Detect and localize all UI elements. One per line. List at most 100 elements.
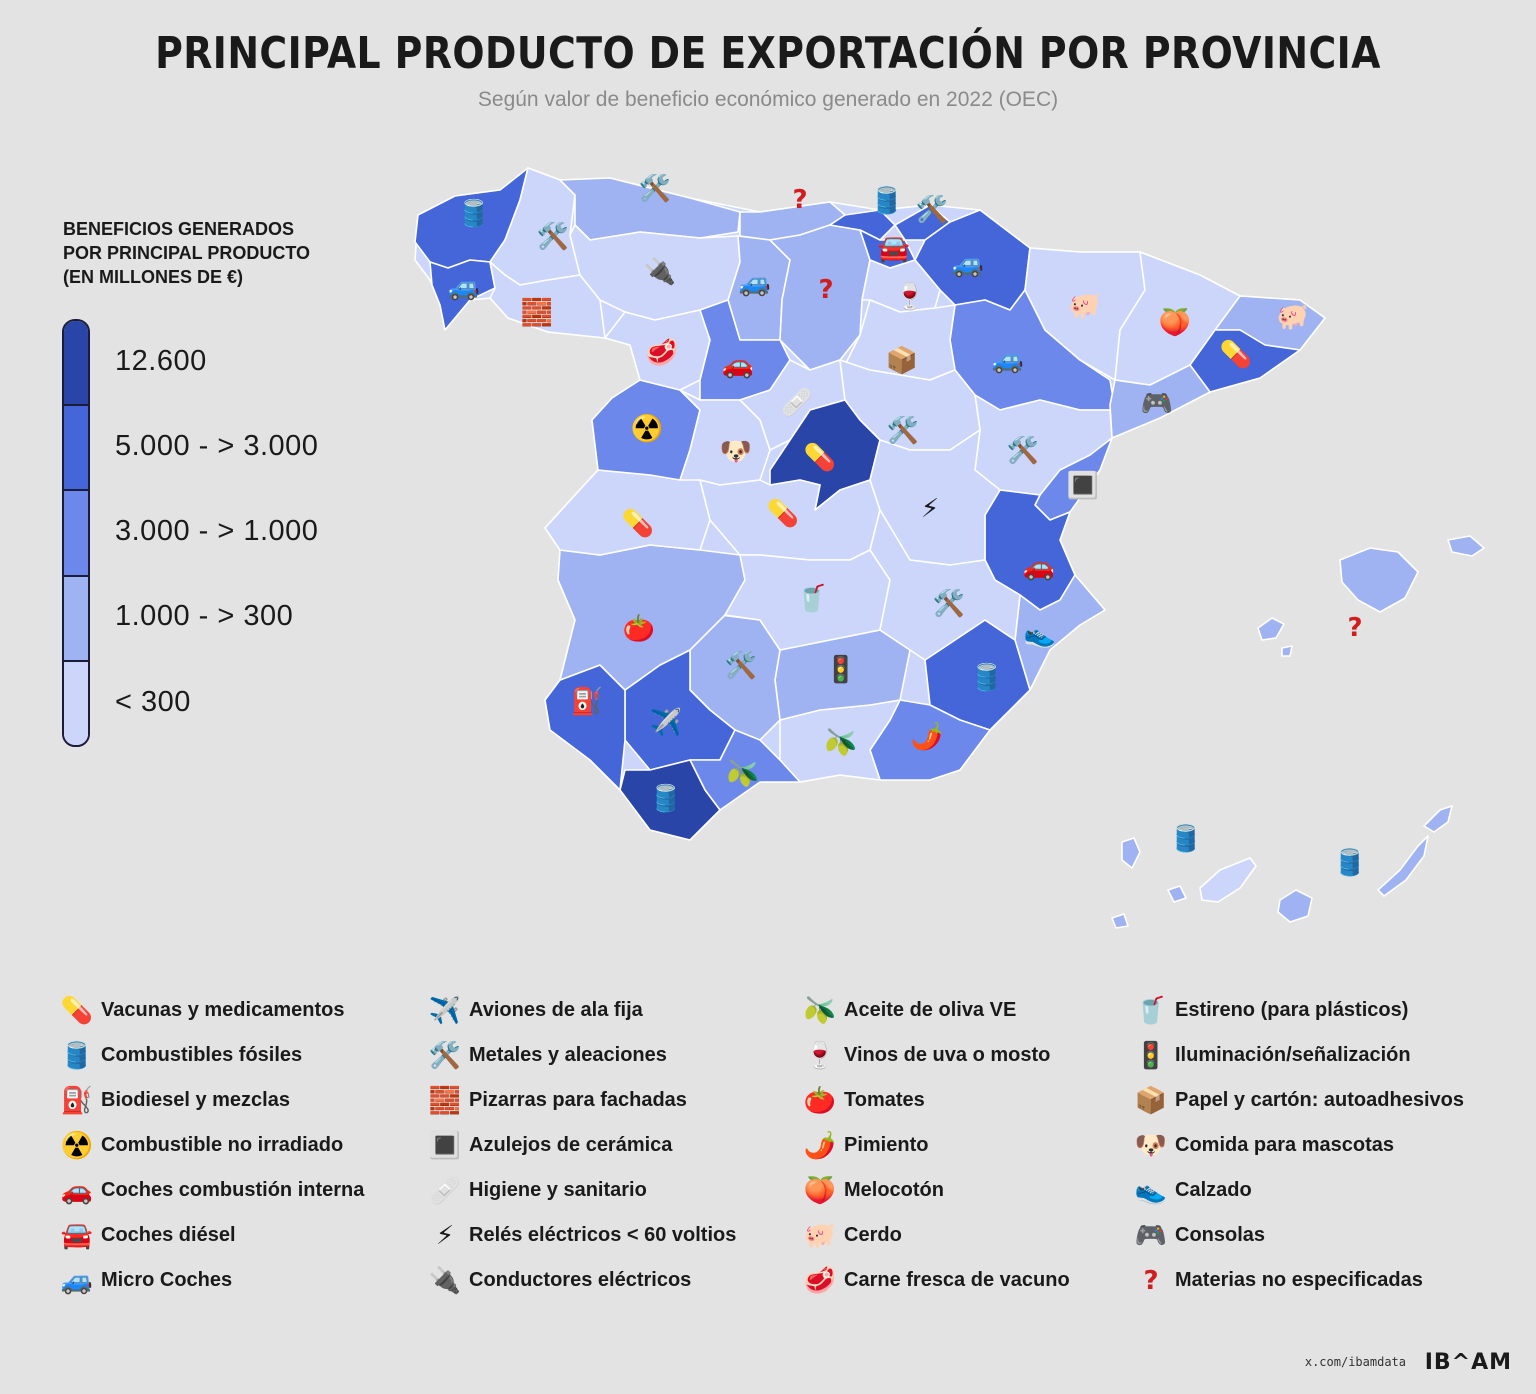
legend-item: 🚘 Coches diésel [55,1213,364,1258]
airplane-icon: ✈️ [428,995,462,1025]
bricks-icon: 🧱 [428,1085,462,1115]
province-region [1109,364,1211,439]
scale-title-line: BENEFICIOS GENERADOS [63,219,295,239]
legend-item: 🔳 Azulejos de cerámica [423,1123,736,1168]
legend-label: Vacunas y medicamentos [101,999,345,1021]
legend-label: Papel y cartón: autoadhesivos [1175,1089,1464,1111]
legend-label: Azulejos de cerámica [469,1134,673,1156]
scale-label: 5.000 - > 3.000 [115,430,319,462]
page-subtitle: Según valor de beneficio económico gener… [477,88,1059,111]
source-credit: x.com/ibamdata [1304,1355,1406,1369]
brand-logo: IB^AM [1424,1350,1512,1375]
legend-item: 🩹 Higiene y sanitario [423,1168,736,1213]
legend-label: Metales y aleaciones [469,1044,667,1066]
radioactive-icon: ☢️ [60,1130,94,1160]
shoe-icon: 👟 [1134,1175,1168,1205]
scale-label: 12.600 [115,345,207,377]
legend-label: Coches combustión interna [101,1179,365,1201]
scale-segment [64,406,88,492]
legend-column: ✈️ Aviones de ala fija 🛠️ Metales y aleaci… [423,988,737,1303]
legend-label: Conductores eléctricos [469,1269,692,1291]
cup-icon: 🥤 [1134,995,1168,1025]
blue-car-icon: 🚙 [60,1265,94,1295]
legend-label: Higiene y sanitario [469,1179,647,1201]
scale-label: 1.000 - > 300 [115,600,294,632]
traffic-light-icon: 🚦 [1134,1040,1168,1070]
legend-item: 🍷 Vinos de uva o mosto [798,1033,1070,1078]
airplane-icon: ✈️ [649,707,683,737]
red-car-icon: 🚗 [1022,551,1056,581]
balearic-mallorca [1339,547,1419,613]
legend-label: Combustibles fósiles [101,1044,303,1066]
province-region [869,509,1021,661]
oil-drum-icon: 🛢️ [1333,847,1367,877]
scale-title-line: (EN MILLONES DE €) [63,267,244,287]
scale-segment [64,321,88,407]
legend-label: Carne fresca de vacuno [844,1269,1070,1291]
box-icon: 📦 [885,345,919,375]
scale-title-line: POR PRINCIPAL PRODUCTO [63,243,311,263]
blue-car-icon: 🚙 [951,248,985,278]
oil-drum-icon: 🛢️ [870,185,904,215]
meat-icon: 🥩 [803,1265,837,1295]
legend-item: 🛠️ Metales y aleaciones [423,1033,736,1078]
chili-icon: 🌶️ [910,721,944,751]
tools-icon: 🛠️ [724,650,758,680]
legend-item: 🧱 Pizarras para fachadas [423,1078,736,1123]
tomato-icon: 🍅 [622,613,656,643]
legend-label: Coches diésel [101,1224,236,1246]
legend-item: 📦 Papel y cartón: autoadhesivos [1129,1078,1464,1123]
tools-icon: 🛠️ [932,588,966,618]
bricks-icon: 🧱 [520,297,554,327]
cup-icon: 🥤 [795,583,829,613]
legend-item: 🥩 Carne fresca de vacuno [798,1258,1070,1303]
tools-icon: 🛠️ [638,173,672,203]
question-icon: ? [818,275,834,305]
scale-label: 3.000 - > 1.000 [115,515,319,547]
legend-item: ? Materias no especificadas [1129,1258,1464,1303]
province-region [544,664,626,791]
province-region [429,259,496,331]
legend-label: Aviones de ala fija [469,999,643,1021]
legend-label: Iluminación/señalización [1175,1044,1411,1066]
legend-column: 🥤 Estireno (para plásticos) 🚦 Iluminación/… [1129,988,1464,1303]
oil-drum-icon: 🛢️ [60,1040,94,1070]
fuel-pump-icon: ⛽ [570,686,604,716]
balearic-ibiza [1257,617,1285,641]
legend-item: 🍑 Melocotón [798,1168,1070,1213]
pill-icon: 💊 [621,508,655,538]
legend-item: 🐶 Comida para mascotas [1129,1123,1464,1168]
olive-icon: 🫒 [824,727,858,757]
tools-icon: 🛠️ [1006,435,1040,465]
oil-drum-icon: 🛢️ [1169,823,1203,853]
legend-item: 🚗 Coches combustión interna [55,1168,365,1213]
blue-car-icon: 🚙 [738,267,772,297]
chili-icon: 🌶️ [803,1130,837,1160]
oil-drum-icon: 🛢️ [649,783,683,813]
legend-label: Melocotón [844,1179,944,1201]
bandage-icon: 🩹 [780,387,814,417]
legend-item: 🛢️ Combustibles fósiles [55,1033,364,1078]
pig-icon: 🐖 [1276,301,1310,331]
plug-icon: 🔌 [428,1265,462,1295]
canary-island [1111,913,1129,929]
balearic-menorca [1447,535,1485,557]
legend-item: ☢️ Combustible no irradiado [55,1123,364,1168]
legend-item: 🎮 Consolas [1129,1213,1464,1258]
peach-icon: 🍑 [803,1175,837,1205]
canary-island [1199,857,1257,903]
legend-label: Consolas [1175,1224,1266,1246]
pill-icon: 💊 [60,995,94,1025]
car-front-icon: 🚘 [877,233,911,263]
legend-item: 💊 Vacunas y medicamentos [55,988,364,1033]
question-icon: ? [1143,1265,1159,1296]
blue-car-icon: 🚙 [447,271,481,301]
legend-label: Tomates [844,1089,925,1111]
pill-icon: 💊 [803,442,837,472]
legend-label: Pizarras para fachadas [469,1089,687,1111]
plug-icon: 🔌 [643,256,677,286]
legend-label: Pimiento [844,1134,929,1156]
red-car-icon: 🚗 [60,1175,94,1205]
legend-label: Micro Coches [101,1269,233,1291]
